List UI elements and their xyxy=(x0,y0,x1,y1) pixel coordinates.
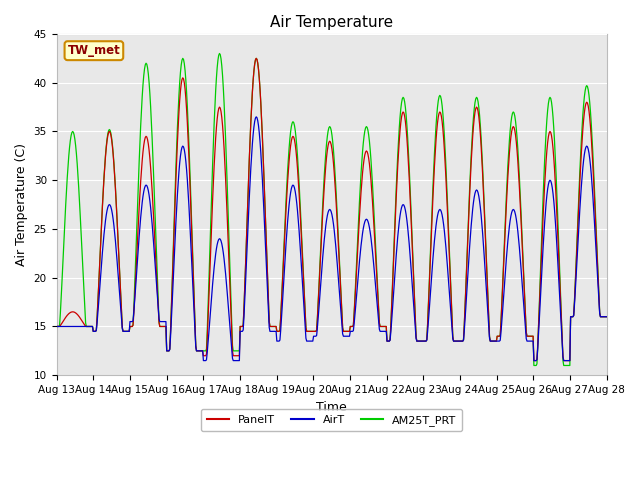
PanelT xyxy=(204,318,212,324)
Y-axis label: Air Temperature (C): Air Temperature (C) xyxy=(15,143,28,266)
AirT xyxy=(400,202,408,208)
AM25T_PRT xyxy=(63,188,70,193)
Line: PanelT: PanelT xyxy=(56,59,607,360)
AM25T_PRT xyxy=(52,324,60,329)
AirT xyxy=(200,358,207,363)
AM25T_PRT xyxy=(603,314,611,320)
Line: AirT: AirT xyxy=(56,117,607,360)
PanelT xyxy=(175,109,183,115)
AirT xyxy=(416,338,424,344)
PanelT xyxy=(252,56,260,61)
AM25T_PRT xyxy=(175,92,183,98)
AirT xyxy=(603,314,611,320)
Legend: PanelT, AirT, AM25T_PRT: PanelT, AirT, AM25T_PRT xyxy=(201,409,462,431)
AM25T_PRT xyxy=(204,306,212,312)
AM25T_PRT xyxy=(216,50,223,56)
X-axis label: Time: Time xyxy=(316,400,347,413)
AM25T_PRT xyxy=(119,328,127,334)
PanelT xyxy=(119,328,127,334)
AM25T_PRT xyxy=(530,362,538,368)
AirT xyxy=(175,169,183,175)
AirT xyxy=(205,331,212,336)
AirT xyxy=(119,328,127,334)
AirT xyxy=(52,324,60,329)
AirT xyxy=(63,324,70,329)
Title: Air Temperature: Air Temperature xyxy=(270,15,393,30)
AirT xyxy=(252,114,260,120)
PanelT xyxy=(415,338,423,344)
PanelT xyxy=(63,313,70,319)
PanelT xyxy=(399,109,407,115)
Text: TW_met: TW_met xyxy=(68,44,120,57)
Line: AM25T_PRT: AM25T_PRT xyxy=(56,53,607,365)
PanelT xyxy=(530,358,538,363)
PanelT xyxy=(603,314,611,320)
PanelT xyxy=(52,324,60,329)
AM25T_PRT xyxy=(399,95,407,100)
AM25T_PRT xyxy=(415,338,423,344)
